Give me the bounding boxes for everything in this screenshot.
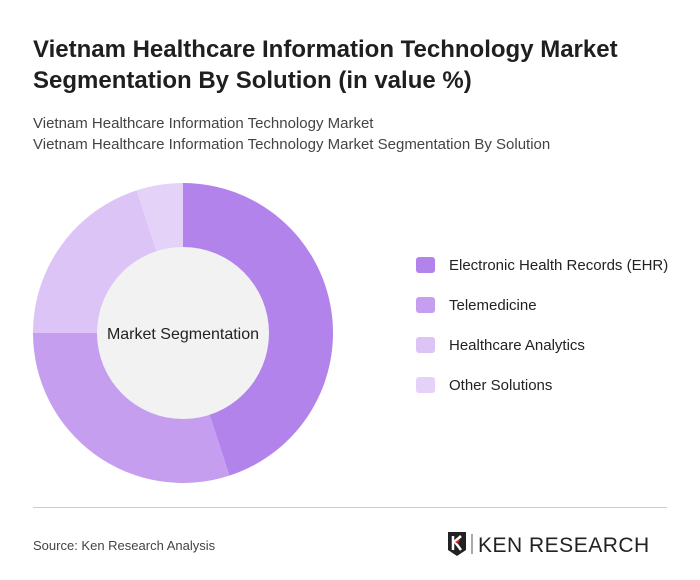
- chart-title: Vietnam Healthcare Information Technolog…: [33, 36, 618, 94]
- legend: Electronic Health Records (EHR) Telemedic…: [416, 255, 686, 415]
- source-note: Source: Ken Research Analysis: [33, 538, 216, 553]
- svg-text:KEN RESEARCH: KEN RESEARCH: [478, 534, 650, 557]
- legend-label: Healthcare Analytics: [449, 337, 585, 354]
- subtitle-market: Vietnam Healthcare Information Technolog…: [33, 115, 374, 132]
- subtitle-segmentation: Vietnam Healthcare Information Technolog…: [33, 136, 551, 153]
- ken-research-logo: KEN RESEARCH: [446, 530, 671, 563]
- legend-item: Healthcare Analytics: [416, 335, 686, 357]
- donut-chart: Market Segmentation: [33, 183, 334, 483]
- divider: [33, 507, 667, 508]
- legend-item: Other Solutions: [416, 375, 686, 397]
- legend-item: Electronic Health Records (EHR): [416, 255, 686, 277]
- legend-swatch: [416, 297, 435, 313]
- legend-label: Other Solutions: [449, 377, 553, 394]
- donut-hole: [97, 247, 269, 419]
- legend-item: Telemedicine: [416, 295, 686, 317]
- legend-label: Electronic Health Records (EHR): [449, 257, 669, 274]
- legend-swatch: [416, 257, 435, 273]
- legend-swatch: [416, 377, 435, 393]
- center-label: Market Segmentation: [107, 326, 259, 343]
- legend-label: Telemedicine: [449, 297, 537, 314]
- legend-swatch: [416, 337, 435, 353]
